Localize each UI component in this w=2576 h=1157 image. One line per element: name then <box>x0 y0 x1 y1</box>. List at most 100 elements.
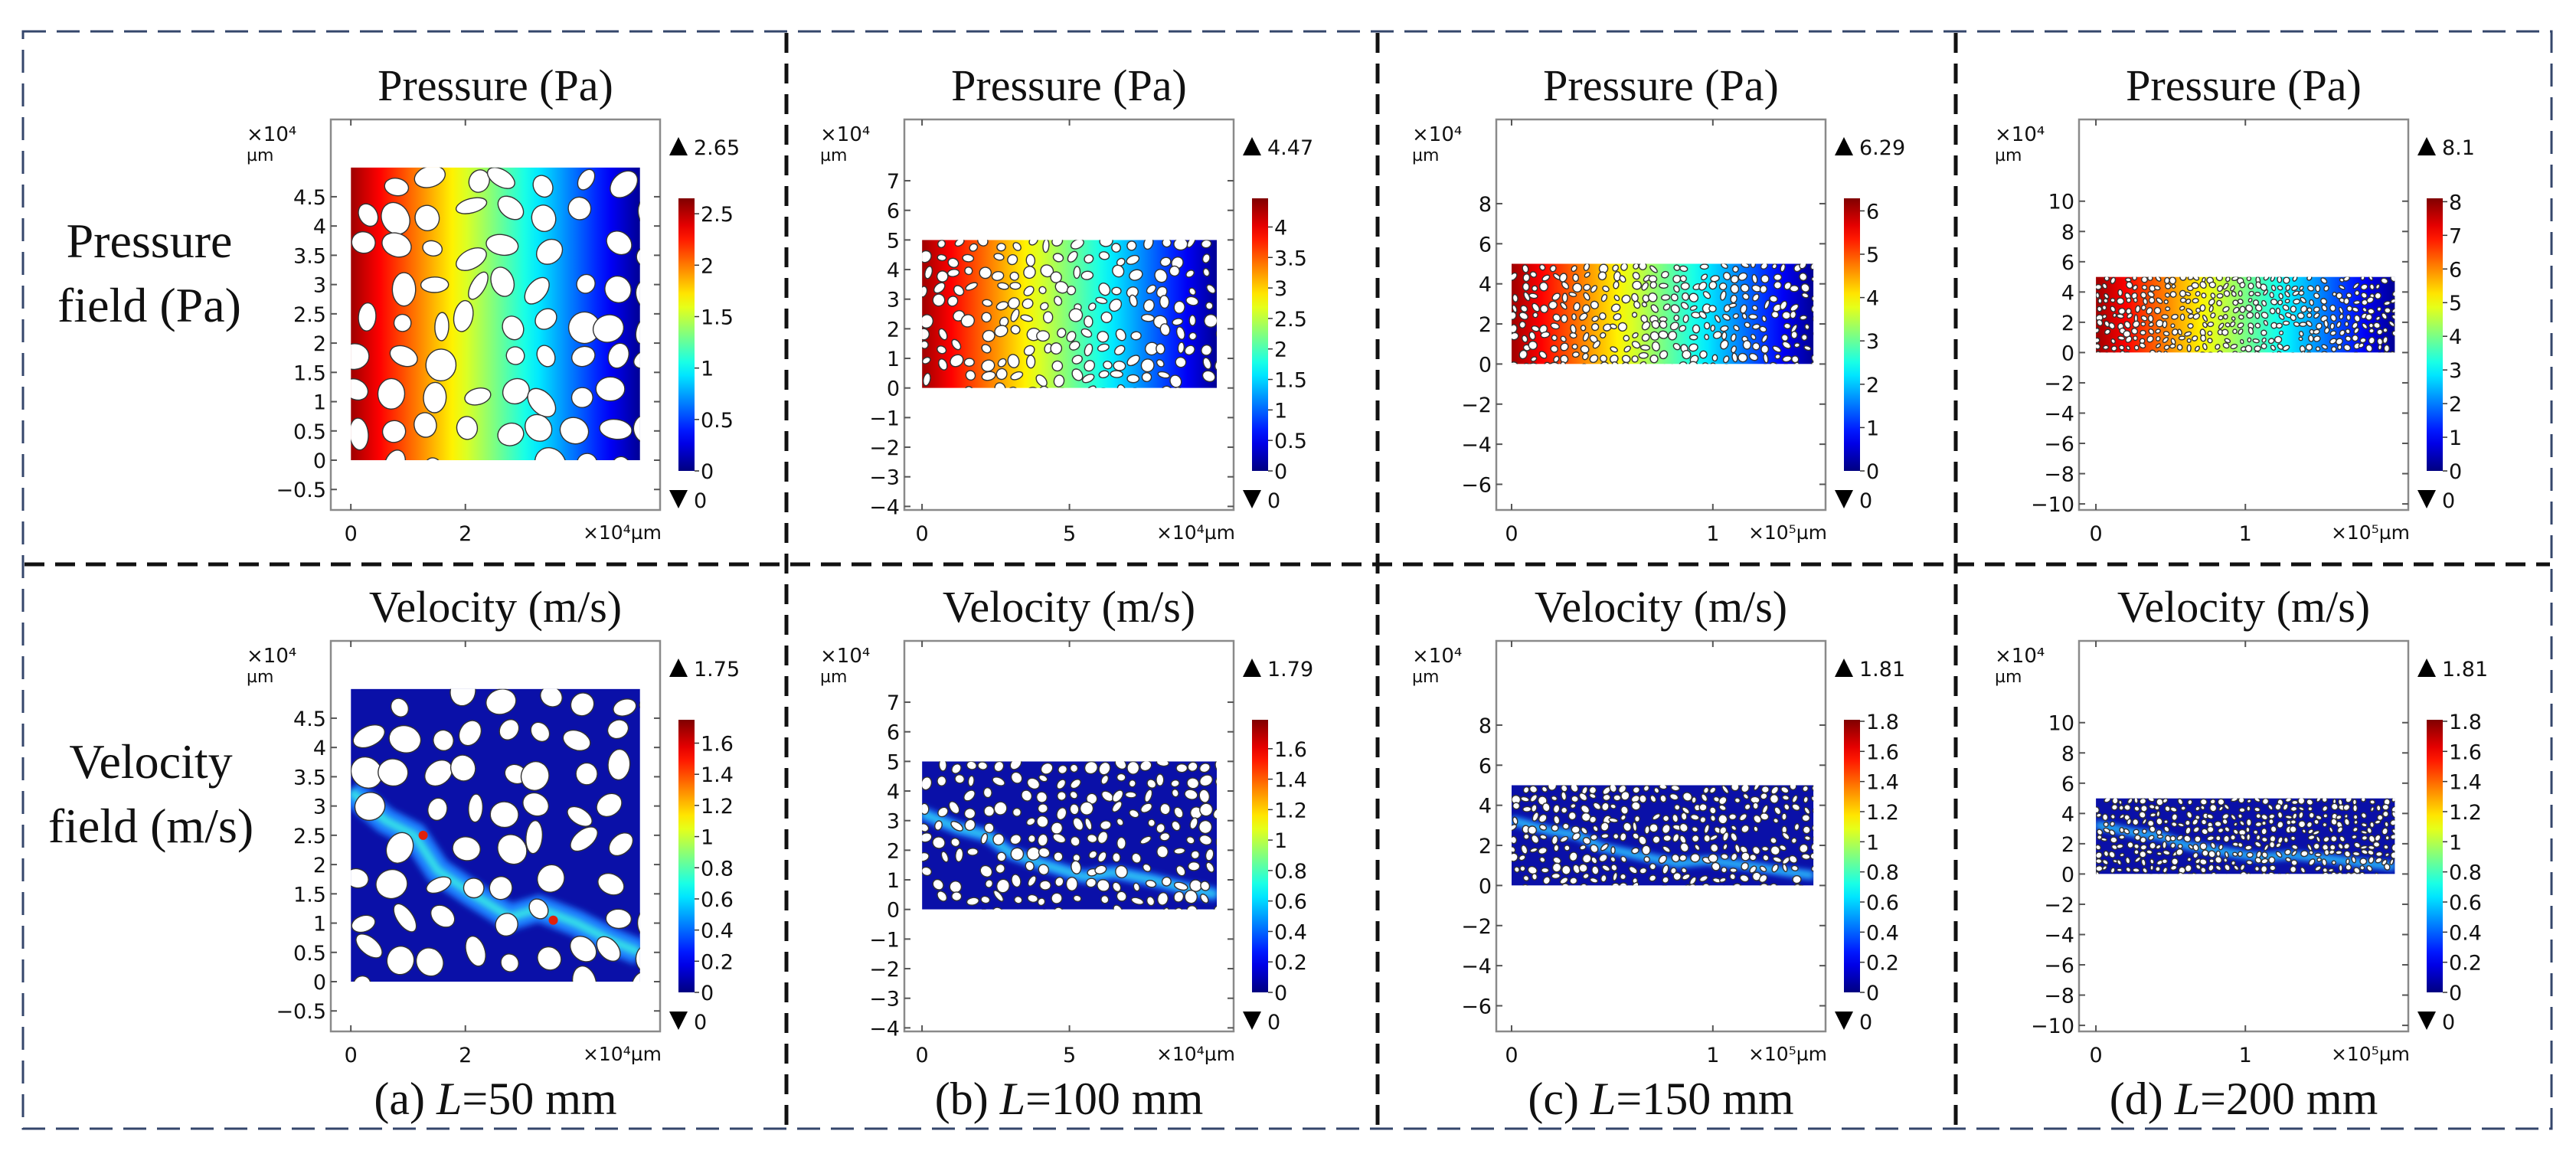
pore <box>1631 801 1641 811</box>
y-unit-scale: ×10⁴ <box>247 123 296 146</box>
pore <box>358 203 379 227</box>
pore <box>2169 343 2176 349</box>
pore <box>1199 774 1214 787</box>
pore <box>1518 855 1526 861</box>
pore <box>2378 344 2382 351</box>
pore <box>1162 907 1170 910</box>
pore <box>951 338 962 351</box>
pore <box>2201 828 2208 835</box>
pore <box>1518 312 1529 320</box>
pore <box>2231 316 2236 322</box>
colorbar-tick-label: 0.6 <box>1866 891 1899 915</box>
pore <box>2346 305 2353 312</box>
pore <box>434 312 449 342</box>
pore <box>1571 265 1577 273</box>
pore <box>2225 276 2231 283</box>
pore <box>1581 352 1589 361</box>
pore <box>452 836 481 861</box>
y-tick-label: 1 <box>313 391 326 415</box>
colorbar-max-label: 1.79 <box>1267 658 1313 681</box>
pore <box>1792 874 1802 884</box>
pore <box>1803 835 1811 841</box>
pore <box>2283 276 2290 284</box>
pore <box>2103 822 2109 828</box>
pore <box>2377 351 2383 353</box>
pore <box>2328 868 2335 873</box>
pore <box>456 416 479 440</box>
colorbar-min-label: 0 <box>1267 1011 1280 1034</box>
colorbar <box>1252 720 1268 992</box>
pore <box>1748 364 1757 374</box>
pore <box>1159 257 1172 267</box>
x-unit: ×10⁴µm <box>583 521 662 544</box>
pore <box>1731 352 1738 363</box>
pore <box>2102 314 2107 319</box>
pore <box>2170 323 2176 328</box>
pore <box>1159 323 1171 336</box>
colorbar-tick-label: 5 <box>1866 243 1879 267</box>
y-tick-label: 6 <box>2061 251 2074 275</box>
pore <box>2194 835 2202 843</box>
pore <box>1799 272 1808 282</box>
pore <box>2216 874 2222 881</box>
pore <box>1511 824 1517 832</box>
caption-0: (a) L=50 mm <box>374 1074 616 1124</box>
pore <box>2339 835 2346 842</box>
pore <box>2278 313 2285 320</box>
pore <box>2321 858 2327 867</box>
pore <box>2155 844 2162 850</box>
pore <box>1550 322 1560 330</box>
pore <box>977 240 989 247</box>
pore <box>1770 837 1777 845</box>
colorbar-tick-label: 0 <box>2449 460 2462 484</box>
y-tick-label: 6 <box>2061 773 2074 796</box>
pore <box>2149 812 2156 818</box>
pore <box>1730 852 1738 861</box>
pore <box>2155 343 2162 348</box>
pore <box>1632 271 1640 280</box>
pore <box>1098 761 1111 776</box>
pore <box>1812 806 1814 814</box>
pore <box>1613 280 1620 289</box>
pore <box>1572 273 1580 283</box>
pore <box>1769 883 1778 886</box>
pore <box>1072 854 1081 862</box>
pore <box>1512 816 1518 825</box>
pore <box>2385 835 2390 841</box>
pore <box>2127 842 2134 849</box>
pore <box>2127 312 2133 319</box>
pore <box>922 823 930 832</box>
pore <box>2390 851 2395 859</box>
pore <box>2277 811 2283 819</box>
y-tick-label: −4 <box>869 495 900 519</box>
pore <box>1632 786 1640 794</box>
pore <box>932 878 944 891</box>
pore <box>2246 799 2252 804</box>
pore <box>2110 276 2117 284</box>
pore <box>1173 806 1184 819</box>
pore <box>1659 794 1667 803</box>
pore <box>2229 321 2236 328</box>
pore <box>1011 909 1022 919</box>
pore <box>1071 860 1082 874</box>
pore <box>2313 312 2320 319</box>
pore <box>2171 313 2179 320</box>
pore <box>1804 324 1810 330</box>
y-tick-label: 3 <box>313 796 326 819</box>
max-triangle-icon <box>669 137 688 155</box>
pore <box>458 720 482 747</box>
pore <box>2132 868 2140 873</box>
pore <box>2102 859 2109 865</box>
pore <box>1539 856 1546 863</box>
pore <box>2096 844 2101 851</box>
pore <box>1156 343 1165 355</box>
pore <box>1672 813 1679 823</box>
pore <box>1811 825 1814 832</box>
pore <box>2352 322 2359 329</box>
colorbar-max-label: 8.1 <box>2442 136 2475 160</box>
y-tick-label: −8 <box>2044 463 2074 487</box>
pore <box>2187 873 2192 874</box>
pore <box>2171 821 2178 828</box>
pore <box>1620 806 1629 815</box>
pore <box>2284 848 2292 855</box>
